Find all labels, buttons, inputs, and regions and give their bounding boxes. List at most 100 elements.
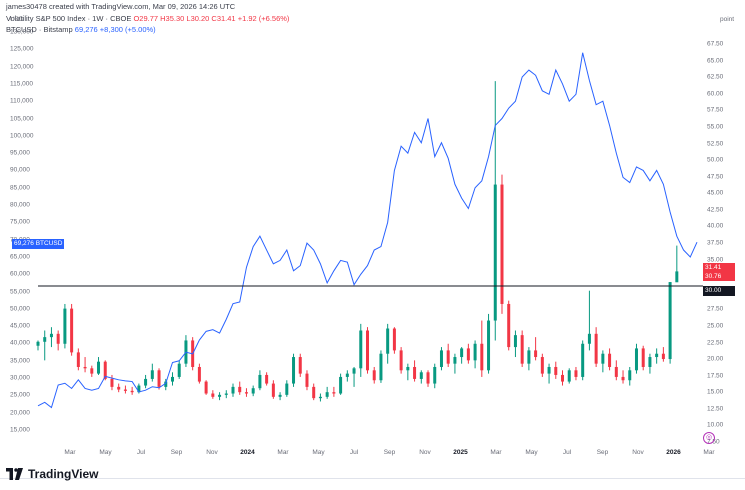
vix-candle[interactable] <box>366 327 369 374</box>
vix-candle[interactable] <box>460 347 464 364</box>
vix-candle[interactable] <box>271 380 275 399</box>
vix-candle[interactable] <box>345 370 349 382</box>
vix-candle[interactable] <box>197 363 201 384</box>
vix-candle[interactable] <box>614 360 618 381</box>
vix-candle[interactable] <box>150 363 154 382</box>
vix-candle[interactable] <box>292 353 296 387</box>
vix-candle[interactable] <box>554 361 558 379</box>
vix-candle[interactable] <box>668 282 672 364</box>
vix-candle[interactable] <box>534 337 538 361</box>
vix-candle[interactable] <box>567 368 571 384</box>
vix-candle[interactable] <box>581 340 585 381</box>
vix-candle[interactable] <box>540 353 544 377</box>
vix-candle[interactable] <box>641 345 645 371</box>
vix-candle[interactable] <box>594 327 598 367</box>
vix-candle[interactable] <box>601 350 605 373</box>
vix-candle[interactable] <box>332 386 336 397</box>
vix-candle[interactable] <box>251 385 255 397</box>
vix-candle[interactable] <box>144 374 148 389</box>
vix-candle[interactable] <box>513 330 517 358</box>
vix-candle[interactable] <box>56 330 60 351</box>
vix-candle[interactable] <box>608 348 612 371</box>
vix-candle[interactable] <box>561 370 565 386</box>
vix-candle[interactable] <box>318 393 322 402</box>
vix-candle[interactable] <box>224 390 228 399</box>
vix-candle[interactable] <box>298 353 302 377</box>
vix-candle[interactable] <box>372 366 376 384</box>
vix-candle[interactable] <box>36 340 40 351</box>
vix-candle[interactable] <box>170 372 174 386</box>
vix-candle[interactable] <box>90 365 94 377</box>
vix-candle[interactable] <box>520 330 524 367</box>
vix-candle[interactable] <box>648 353 652 374</box>
vix-candle[interactable] <box>574 366 578 381</box>
vix-candle[interactable] <box>493 81 497 341</box>
vix-candle[interactable] <box>379 350 383 383</box>
vix-candle[interactable] <box>278 392 282 401</box>
vix-candle[interactable] <box>76 348 80 371</box>
vix-candle[interactable] <box>386 323 390 364</box>
vix-candle[interactable] <box>473 340 477 369</box>
vix-candle[interactable] <box>63 303 67 349</box>
vix-candle[interactable] <box>305 370 309 391</box>
vix-candle[interactable] <box>244 388 248 397</box>
vix-candle[interactable] <box>359 323 363 377</box>
vix-candle[interactable] <box>399 347 403 374</box>
vix-candle[interactable] <box>164 378 168 391</box>
level-line-badge: 30.00 <box>703 286 735 296</box>
vix-candle[interactable] <box>621 370 625 384</box>
vix-candle[interactable] <box>218 392 222 401</box>
vix-candle[interactable] <box>157 368 161 390</box>
vix-candle[interactable] <box>97 357 101 375</box>
vix-candle[interactable] <box>325 386 329 399</box>
vix-candle[interactable] <box>675 245 679 283</box>
vix-candle[interactable] <box>507 300 511 351</box>
vix-candle[interactable] <box>392 327 396 354</box>
vix-candle[interactable] <box>258 370 262 391</box>
vix-candle[interactable] <box>480 320 484 377</box>
vix-candle[interactable] <box>628 366 632 386</box>
vix-candle[interactable] <box>352 366 356 387</box>
vix-candle[interactable] <box>446 343 450 367</box>
vix-candle-body <box>318 396 322 399</box>
vix-candle[interactable] <box>117 383 121 393</box>
vix-candle-body <box>218 394 222 397</box>
vix-candle[interactable] <box>83 357 87 373</box>
vix-candle[interactable] <box>634 343 638 374</box>
vix-candle[interactable] <box>177 360 181 379</box>
tradingview-mini-icon[interactable]: ◎ <box>703 432 715 444</box>
vix-candle[interactable] <box>527 347 531 371</box>
vix-candle[interactable] <box>419 370 423 384</box>
tradingview-logo[interactable]: TradingView <box>6 467 98 481</box>
vix-candle[interactable] <box>466 343 470 364</box>
vix-candle[interactable] <box>439 347 443 371</box>
vix-candle[interactable] <box>231 383 235 397</box>
vix-candle[interactable] <box>587 290 591 351</box>
vix-candle[interactable] <box>285 380 289 397</box>
vix-candle[interactable] <box>413 360 417 382</box>
vix-candle[interactable] <box>238 381 242 395</box>
vix-candle[interactable] <box>655 348 659 364</box>
vix-candle[interactable] <box>70 303 74 356</box>
vix-candle[interactable] <box>265 372 269 386</box>
vix-candle[interactable] <box>204 380 208 395</box>
vix-candle[interactable] <box>406 363 410 381</box>
vix-candle[interactable] <box>130 386 134 395</box>
vix-candle[interactable] <box>110 374 114 391</box>
vix-candle[interactable] <box>433 363 437 389</box>
vix-candle[interactable] <box>312 383 316 401</box>
vix-candle[interactable] <box>339 373 343 395</box>
vix-candle[interactable] <box>487 313 491 374</box>
vix-candle[interactable] <box>211 390 215 399</box>
vix-candle[interactable] <box>500 174 504 314</box>
vix-candle[interactable] <box>184 335 188 367</box>
vix-candle[interactable] <box>49 327 53 348</box>
vix-candle[interactable] <box>43 330 47 361</box>
vix-candle[interactable] <box>453 353 457 374</box>
btc-price-line[interactable] <box>37 52 698 409</box>
vix-candle[interactable] <box>661 347 665 362</box>
vix-candle[interactable] <box>547 363 551 384</box>
vix-candle[interactable] <box>123 385 127 394</box>
vix-candle[interactable] <box>426 370 430 387</box>
